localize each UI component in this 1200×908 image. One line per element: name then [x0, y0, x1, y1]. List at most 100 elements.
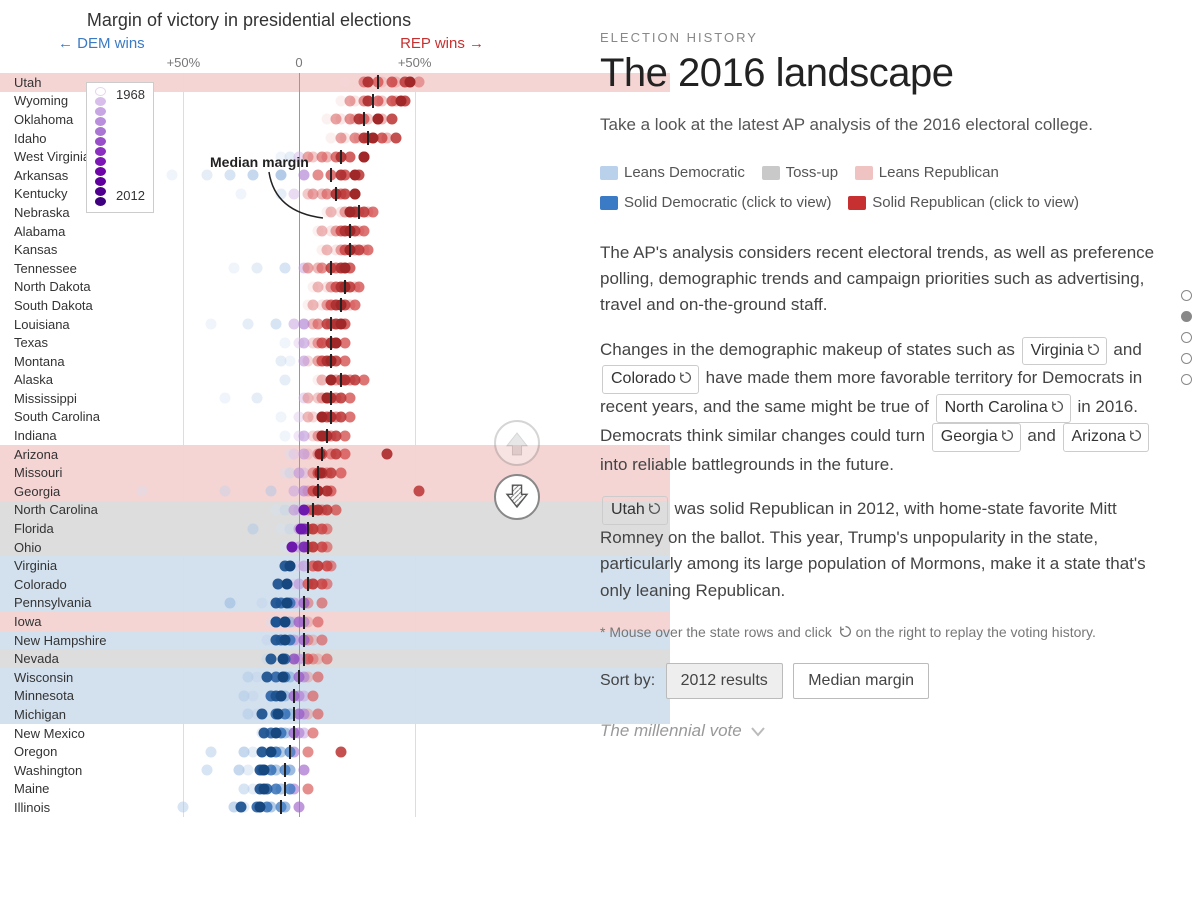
state-row[interactable]: Alaska [14, 371, 570, 390]
eyebrow: ELECTION HISTORY [600, 30, 1160, 45]
state-label: Colorado [14, 577, 114, 592]
next-section-link[interactable]: The millennial vote [600, 721, 1160, 741]
nav-dot[interactable] [1181, 353, 1192, 364]
state-label: Ohio [14, 540, 114, 555]
sort-2012-button[interactable]: 2012 results [666, 663, 783, 699]
state-row[interactable]: New Hampshire [14, 631, 570, 650]
median-margin-label: Median margin [210, 154, 309, 170]
state-row[interactable]: Kansas [14, 240, 570, 259]
state-label: Louisiana [14, 317, 114, 332]
state-row[interactable]: Louisiana [14, 315, 570, 334]
state-label: Washington [14, 763, 114, 778]
body-text: The AP's analysis considers recent elect… [600, 240, 1160, 604]
paragraph-1: The AP's analysis considers recent elect… [600, 240, 1160, 319]
state-row[interactable]: South Dakota [14, 296, 570, 315]
paragraph-2: Changes in the demographic makeup of sta… [600, 337, 1160, 479]
nav-dot[interactable] [1181, 332, 1192, 343]
nav-dot[interactable] [1181, 374, 1192, 385]
state-row[interactable]: Texas [14, 333, 570, 352]
state-row[interactable]: Pennsylvania [14, 594, 570, 613]
sort-label: Sort by: [600, 672, 655, 689]
state-label: Alabama [14, 224, 114, 239]
state-row[interactable]: Virginia [14, 556, 570, 575]
state-label: Illinois [14, 800, 114, 815]
state-label: South Dakota [14, 298, 114, 313]
state-label: Iowa [14, 614, 114, 629]
chart-panel: Margin of victory in presidential electi… [0, 0, 570, 908]
state-row[interactable]: Missouri [14, 463, 570, 482]
state-row[interactable]: Washington [14, 761, 570, 780]
chip-arizona[interactable]: Arizona [1063, 423, 1149, 452]
state-row[interactable]: Colorado [14, 575, 570, 594]
state-label: Nevada [14, 651, 114, 666]
replay-icon [839, 625, 852, 638]
state-row[interactable]: Wisconsin [14, 668, 570, 687]
state-label: North Dakota [14, 279, 114, 294]
chart-title: Margin of victory in presidential electi… [14, 10, 484, 31]
state-row[interactable]: Maine [14, 780, 570, 799]
state-label: Kansas [14, 242, 114, 257]
state-row[interactable]: Michigan [14, 705, 570, 724]
footnote: * Mouse over the state rows and click on… [600, 622, 1160, 643]
scroll-up-arrow[interactable] [494, 420, 540, 466]
chip-utah[interactable]: Utah [602, 496, 668, 525]
state-row[interactable]: South Carolina [14, 408, 570, 427]
legend-leans-rep: Leans Republican [879, 164, 999, 181]
state-row[interactable]: Ohio [14, 538, 570, 557]
median-pointer-curve [265, 170, 335, 230]
rep-wins-label: REP wins → [400, 35, 484, 52]
state-row[interactable]: Mississippi [14, 389, 570, 408]
state-label: Minnesota [14, 688, 114, 703]
deck: Take a look at the latest AP analysis of… [600, 112, 1160, 138]
state-label: Texas [14, 335, 114, 350]
dem-wins-label: ← DEM wins [58, 35, 145, 52]
legend-leans-dem: Leans Democratic [624, 164, 745, 181]
scroll-down-arrow[interactable] [494, 474, 540, 520]
nav-dot[interactable] [1181, 311, 1192, 322]
state-label: Maine [14, 781, 114, 796]
state-label: Mississippi [14, 391, 114, 406]
story-panel: ELECTION HISTORY The 2016 landscape Take… [570, 0, 1200, 908]
chip-north-carolina[interactable]: North Carolina [936, 394, 1071, 423]
legend-year-end: 2012 [116, 188, 145, 203]
state-label: Indiana [14, 428, 114, 443]
state-row[interactable]: Iowa [14, 612, 570, 631]
legend-year-start: 1968 [116, 87, 145, 102]
state-label: Missouri [14, 465, 114, 480]
legend-solid-rep[interactable]: Solid Republican (click to view) [872, 194, 1079, 211]
state-label: Michigan [14, 707, 114, 722]
state-row[interactable]: Georgia [14, 482, 570, 501]
axis-header: ← DEM wins REP wins → +50%0+50% [14, 33, 484, 73]
state-label: Arizona [14, 447, 114, 462]
sort-median-button[interactable]: Median margin [793, 663, 929, 699]
legend-solid-dem[interactable]: Solid Democratic (click to view) [624, 194, 832, 211]
chip-georgia[interactable]: Georgia [932, 423, 1021, 452]
state-row[interactable]: North Dakota [14, 278, 570, 297]
chip-virginia[interactable]: Virginia [1022, 337, 1107, 366]
state-row[interactable]: Minnesota [14, 687, 570, 706]
chip-colorado[interactable]: Colorado [602, 365, 699, 394]
state-label: Georgia [14, 484, 114, 499]
state-row[interactable]: Arizona [14, 445, 570, 464]
state-label: Oregon [14, 744, 114, 759]
state-row[interactable]: North Carolina [14, 501, 570, 520]
state-row[interactable]: Tennessee [14, 259, 570, 278]
state-label: Virginia [14, 558, 114, 573]
state-row[interactable]: Nevada [14, 649, 570, 668]
paragraph-3: Utah was solid Republican in 2012, with … [600, 496, 1160, 604]
state-row[interactable]: Illinois [14, 798, 570, 817]
state-row[interactable]: Florida [14, 519, 570, 538]
state-row[interactable]: Montana [14, 352, 570, 371]
state-row[interactable]: Oregon [14, 742, 570, 761]
state-label: Alaska [14, 372, 114, 387]
headline: The 2016 landscape [600, 51, 1160, 96]
state-label: Wisconsin [14, 670, 114, 685]
section-dot-nav [1181, 280, 1192, 395]
state-row[interactable]: New Mexico [14, 724, 570, 743]
state-label: New Mexico [14, 726, 114, 741]
state-label: Florida [14, 521, 114, 536]
state-row[interactable]: Indiana [14, 426, 570, 445]
state-label: Pennsylvania [14, 595, 114, 610]
nav-dot[interactable] [1181, 290, 1192, 301]
state-label: North Carolina [14, 502, 114, 517]
